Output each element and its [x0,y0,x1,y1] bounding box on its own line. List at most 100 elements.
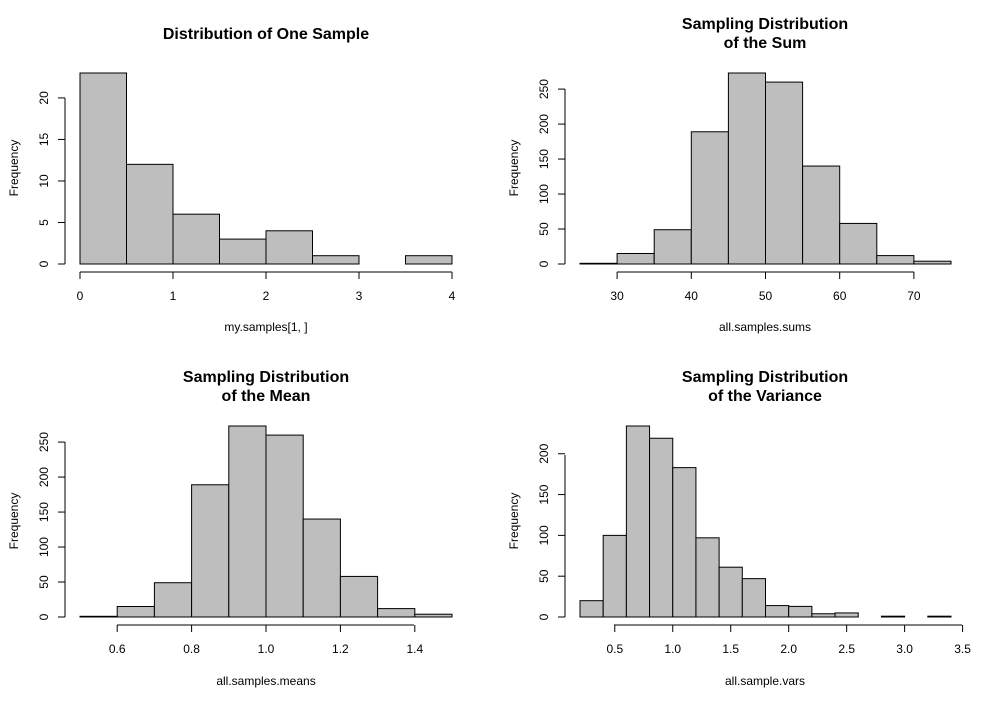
histogram-bar [126,163,174,265]
histogram-bar [302,518,341,618]
y-tick-label: 0 [37,613,51,620]
histogram-bar [690,131,729,265]
x-tick-label: 40 [685,289,699,303]
y-tick-label: 10 [37,174,51,188]
histogram-bar [339,575,379,618]
x-tick-label: 70 [907,289,921,303]
x-axis-label: all.samples.means [216,674,315,688]
histogram-bar [839,222,878,265]
y-tick-label: 100 [37,537,51,557]
x-tick-label: 1.0 [258,642,275,656]
y-tick-label: 20 [37,91,51,105]
y-tick-label: 0 [537,260,551,267]
histogram-bar [811,613,836,618]
histogram-bar [377,608,416,618]
histogram-bar [579,600,604,618]
histogram-bar [172,213,220,265]
histogram-bar [414,613,453,618]
chart-title-line: Sampling Distribution [183,369,349,386]
histogram-bar [788,605,813,618]
histogram-bar [913,260,952,265]
histogram-bar [191,484,230,618]
x-tick-label: 1.5 [722,642,739,656]
y-tick-label: 100 [537,525,551,545]
y-axis-label: Frequency [7,493,21,550]
x-axis-label: my.samples[1, ] [224,320,307,334]
histogram-bar [802,165,841,265]
y-axis-label: Frequency [507,140,521,197]
histogram-bar [579,262,618,265]
histogram-bar [718,566,743,618]
y-tick-label: 5 [37,219,51,226]
histogram-bar [265,230,313,265]
x-tick-label: 30 [610,289,624,303]
x-tick-label: 0.8 [183,642,200,656]
histogram-bar [653,229,692,265]
chart-title-line: Sampling Distribution [682,369,848,386]
chart-title-line: of the Sum [724,35,807,52]
histogram-bar [880,615,906,618]
y-tick-label: 200 [537,114,551,134]
x-tick-label: 1 [170,289,177,303]
histogram-bar [405,255,453,265]
histogram-bar [616,253,655,265]
x-tick-label: 2.5 [838,642,855,656]
histogram-bar [219,238,267,265]
y-tick-label: 0 [537,613,551,620]
y-tick-label: 200 [37,467,51,487]
chart-title-line: of the Variance [708,388,822,405]
y-tick-label: 100 [537,184,551,204]
panel-sampling-sum: Sampling Distribution of the Sum 30 40 50 60 7… [507,16,952,334]
x-tick-label: 4 [449,289,456,303]
y-tick-label: 150 [37,502,51,522]
y-axis-label: Frequency [7,140,21,197]
histogram-bar [153,582,193,618]
y-tick-label: 200 [537,443,551,463]
x-tick-label: 2.0 [780,642,797,656]
histogram-bar [672,467,697,618]
histogram-bar [228,425,267,618]
panel-sampling-variance: Sampling Distribution of the Variance 0.5 1… [507,369,971,688]
histogram-bar [695,537,720,618]
y-tick-label: 50 [37,575,51,589]
panel-one-sample: Distribution of One Sample 0 1 2 3 4 0 5 10 15 20 m… [7,26,456,334]
panel-sampling-mean: Sampling Distribution of the Mean 0.6 0.8 1.… [7,369,453,688]
x-tick-label: 3.5 [954,642,971,656]
histogram-bar [116,606,155,618]
chart-title-line: Distribution of One Sample [163,26,369,43]
y-tick-label: 250 [37,432,51,452]
x-axis-label: all.samples.sums [719,320,811,334]
y-tick-label: 250 [537,79,551,99]
histogram-bar [312,255,360,265]
histogram-bar [834,612,859,618]
x-tick-label: 0.5 [606,642,623,656]
histogram-bar [765,81,804,265]
x-tick-label: 0.6 [109,642,126,656]
x-tick-label: 0 [77,289,84,303]
y-tick-label: 150 [537,149,551,169]
y-tick-label: 50 [537,569,551,583]
x-tick-label: 1.0 [664,642,681,656]
x-tick-label: 2 [263,289,270,303]
x-tick-label: 3.0 [896,642,913,656]
histogram-bar [876,255,915,265]
chart-title-line: of the Mean [222,388,311,405]
y-axis-label: Frequency [507,493,521,550]
chart-title-line: Sampling Distribution [682,16,848,33]
y-tick-label: 0 [37,260,51,267]
y-tick-label: 50 [537,222,551,236]
histogram-bar [79,72,127,265]
x-tick-label: 50 [759,289,773,303]
histogram-bar [79,615,118,618]
x-tick-label: 60 [833,289,847,303]
histogram-bar [765,605,790,618]
histogram-bar [927,615,952,618]
x-axis-label: all.sample.vars [725,674,805,688]
histogram-bar [265,434,304,618]
y-tick-label: 15 [37,132,51,146]
x-tick-label: 1.4 [406,642,423,656]
histogram-bar [625,425,651,618]
y-tick-label: 150 [537,484,551,504]
histogram-bar [727,72,767,265]
